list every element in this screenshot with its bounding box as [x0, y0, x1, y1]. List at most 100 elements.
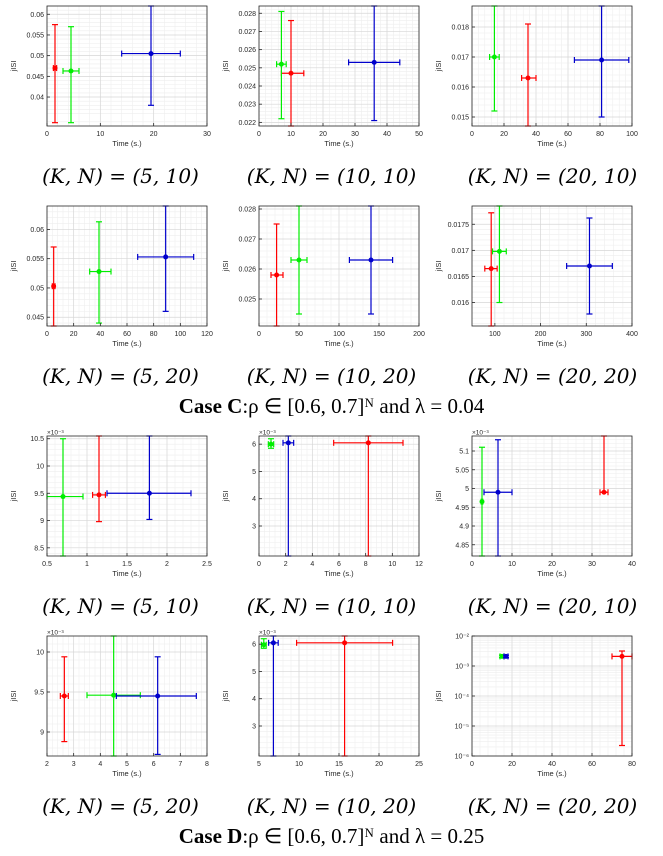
x-tick-label: 20 [150, 131, 158, 138]
error-point-blue [566, 217, 613, 315]
x-axis-label: Time (s.) [537, 339, 567, 348]
error-point-red [50, 246, 57, 327]
data-point [96, 492, 102, 498]
x-tick-label: 10 [508, 561, 516, 568]
x-tick-label: 10 [96, 131, 104, 138]
y-tick-label: 0.016 [451, 300, 469, 307]
x-tick-label: 30 [588, 561, 596, 568]
y-tick-label: 10⁻⁴ [455, 694, 470, 701]
x-tick-label: 80 [596, 131, 604, 138]
y-axis-label: jISI [221, 261, 230, 273]
data-point [586, 263, 592, 269]
caption-r3c1: (K, N) = (5, 10) [42, 594, 199, 618]
y-tick-label: 0.055 [26, 32, 44, 39]
x-axis-label: Time (s.) [537, 769, 567, 778]
y-tick-label: 0.016 [451, 85, 469, 92]
data-point [601, 489, 607, 495]
error-point-blue [115, 656, 197, 756]
x-tick-label: 1 [85, 561, 89, 568]
y-tick-label: 0.025 [238, 297, 256, 304]
x-tick-label: 20 [319, 131, 327, 138]
x-tick-label: 6 [337, 561, 341, 568]
x-axis-label: Time (s.) [324, 139, 354, 148]
y-tick-label: 5.05 [455, 467, 469, 474]
plot-area [47, 6, 207, 126]
x-tick-label: 20 [375, 761, 383, 768]
x-tick-label: 40 [383, 131, 391, 138]
error-point-green [260, 638, 267, 649]
chart-panel-11: 5 10 15 20 25 3 4 5 6×10⁻³ Time (s.) jISI [221, 630, 423, 779]
y-tick-label: 5.1 [459, 449, 469, 456]
axes-frame [471, 205, 633, 327]
error-point-green [489, 5, 500, 112]
case-c-label: Case C [178, 394, 243, 418]
y-axis-label: jISI [9, 491, 18, 503]
data-point [163, 254, 169, 260]
y-exponent-label: ×10⁻³ [47, 630, 64, 637]
x-tick-label: 20 [548, 561, 556, 568]
data-point [495, 489, 501, 495]
y-tick-label: 3 [252, 524, 256, 531]
y-axis-label: jISI [9, 691, 18, 703]
y-tick-label: 0.055 [26, 256, 44, 263]
y-tick-label: 0.017 [451, 248, 469, 255]
y-tick-label: 0.045 [26, 315, 44, 322]
data-point [52, 65, 58, 71]
axes-frame [471, 5, 633, 127]
x-axis-label: Time (s.) [537, 139, 567, 148]
x-tick-label: 40 [96, 331, 104, 338]
y-tick-label: 0.027 [238, 29, 256, 36]
case-d-title: Case D:ρ ∈ [0.6, 0.7]ᴺ and λ = 0.25 [0, 824, 663, 849]
data-point [270, 640, 276, 646]
x-tick-label: 2.5 [202, 561, 212, 568]
y-tick-label: 0.0175 [448, 222, 470, 229]
x-tick-label: 60 [123, 331, 131, 338]
x-tick-label: 8 [205, 761, 209, 768]
y-tick-label: 0.027 [238, 237, 256, 244]
y-tick-label: 0.0165 [448, 274, 470, 281]
y-tick-label: 9 [40, 518, 44, 525]
x-tick-label: 10 [388, 561, 396, 568]
x-tick-label: 15 [335, 761, 343, 768]
x-tick-label: 6 [152, 761, 156, 768]
x-tick-label: 300 [580, 331, 592, 338]
y-axis-label: jISI [221, 491, 230, 503]
x-tick-label: 3 [72, 761, 76, 768]
y-tick-label: 0.04 [30, 95, 44, 102]
data-point [285, 440, 291, 446]
y-axis-label: jISI [434, 261, 443, 273]
caption-r3c3: (K, N) = (20, 10) [467, 594, 638, 618]
x-tick-label: 0 [470, 131, 474, 138]
x-tick-label: 0.5 [42, 561, 52, 568]
y-tick-label: 5 [252, 469, 256, 476]
caption-r4c2: (K, N) = (10, 20) [246, 794, 417, 818]
data-point [479, 499, 485, 505]
x-tick-label: 40 [628, 561, 636, 568]
error-point-green [290, 205, 308, 315]
x-axis-label: Time (s.) [112, 139, 142, 148]
y-tick-label: 5 [465, 486, 469, 493]
chart-panel-6: 100 200 300 400 0.016 0.0165 0.017 0.0175 Time (… [434, 205, 638, 348]
data-point [525, 75, 531, 81]
x-tick-label: 60 [588, 761, 596, 768]
error-point-blue [348, 5, 401, 122]
x-tick-label: 7 [178, 761, 182, 768]
x-tick-label: 5 [125, 761, 129, 768]
x-tick-label: 0 [257, 131, 261, 138]
error-point-green [62, 26, 80, 124]
y-tick-label: 9.5 [34, 491, 44, 498]
y-tick-label: 0.018 [451, 25, 469, 32]
chart-panel-12: 0 20 40 60 80 10⁻⁶ 10⁻⁵ 10⁻⁴ 10⁻³ 10⁻² Time (s.) jI… [434, 634, 636, 779]
x-tick-label: 20 [508, 761, 516, 768]
y-exponent-label: ×10⁻³ [472, 430, 489, 437]
data-point [496, 248, 502, 254]
data-point [288, 70, 294, 76]
y-axis-label: jISI [9, 261, 18, 273]
y-tick-label: 10⁻⁵ [455, 724, 469, 731]
data-point [619, 653, 625, 659]
x-tick-label: 50 [415, 131, 423, 138]
y-tick-label: 0.06 [30, 227, 44, 234]
x-tick-label: 25 [415, 761, 423, 768]
